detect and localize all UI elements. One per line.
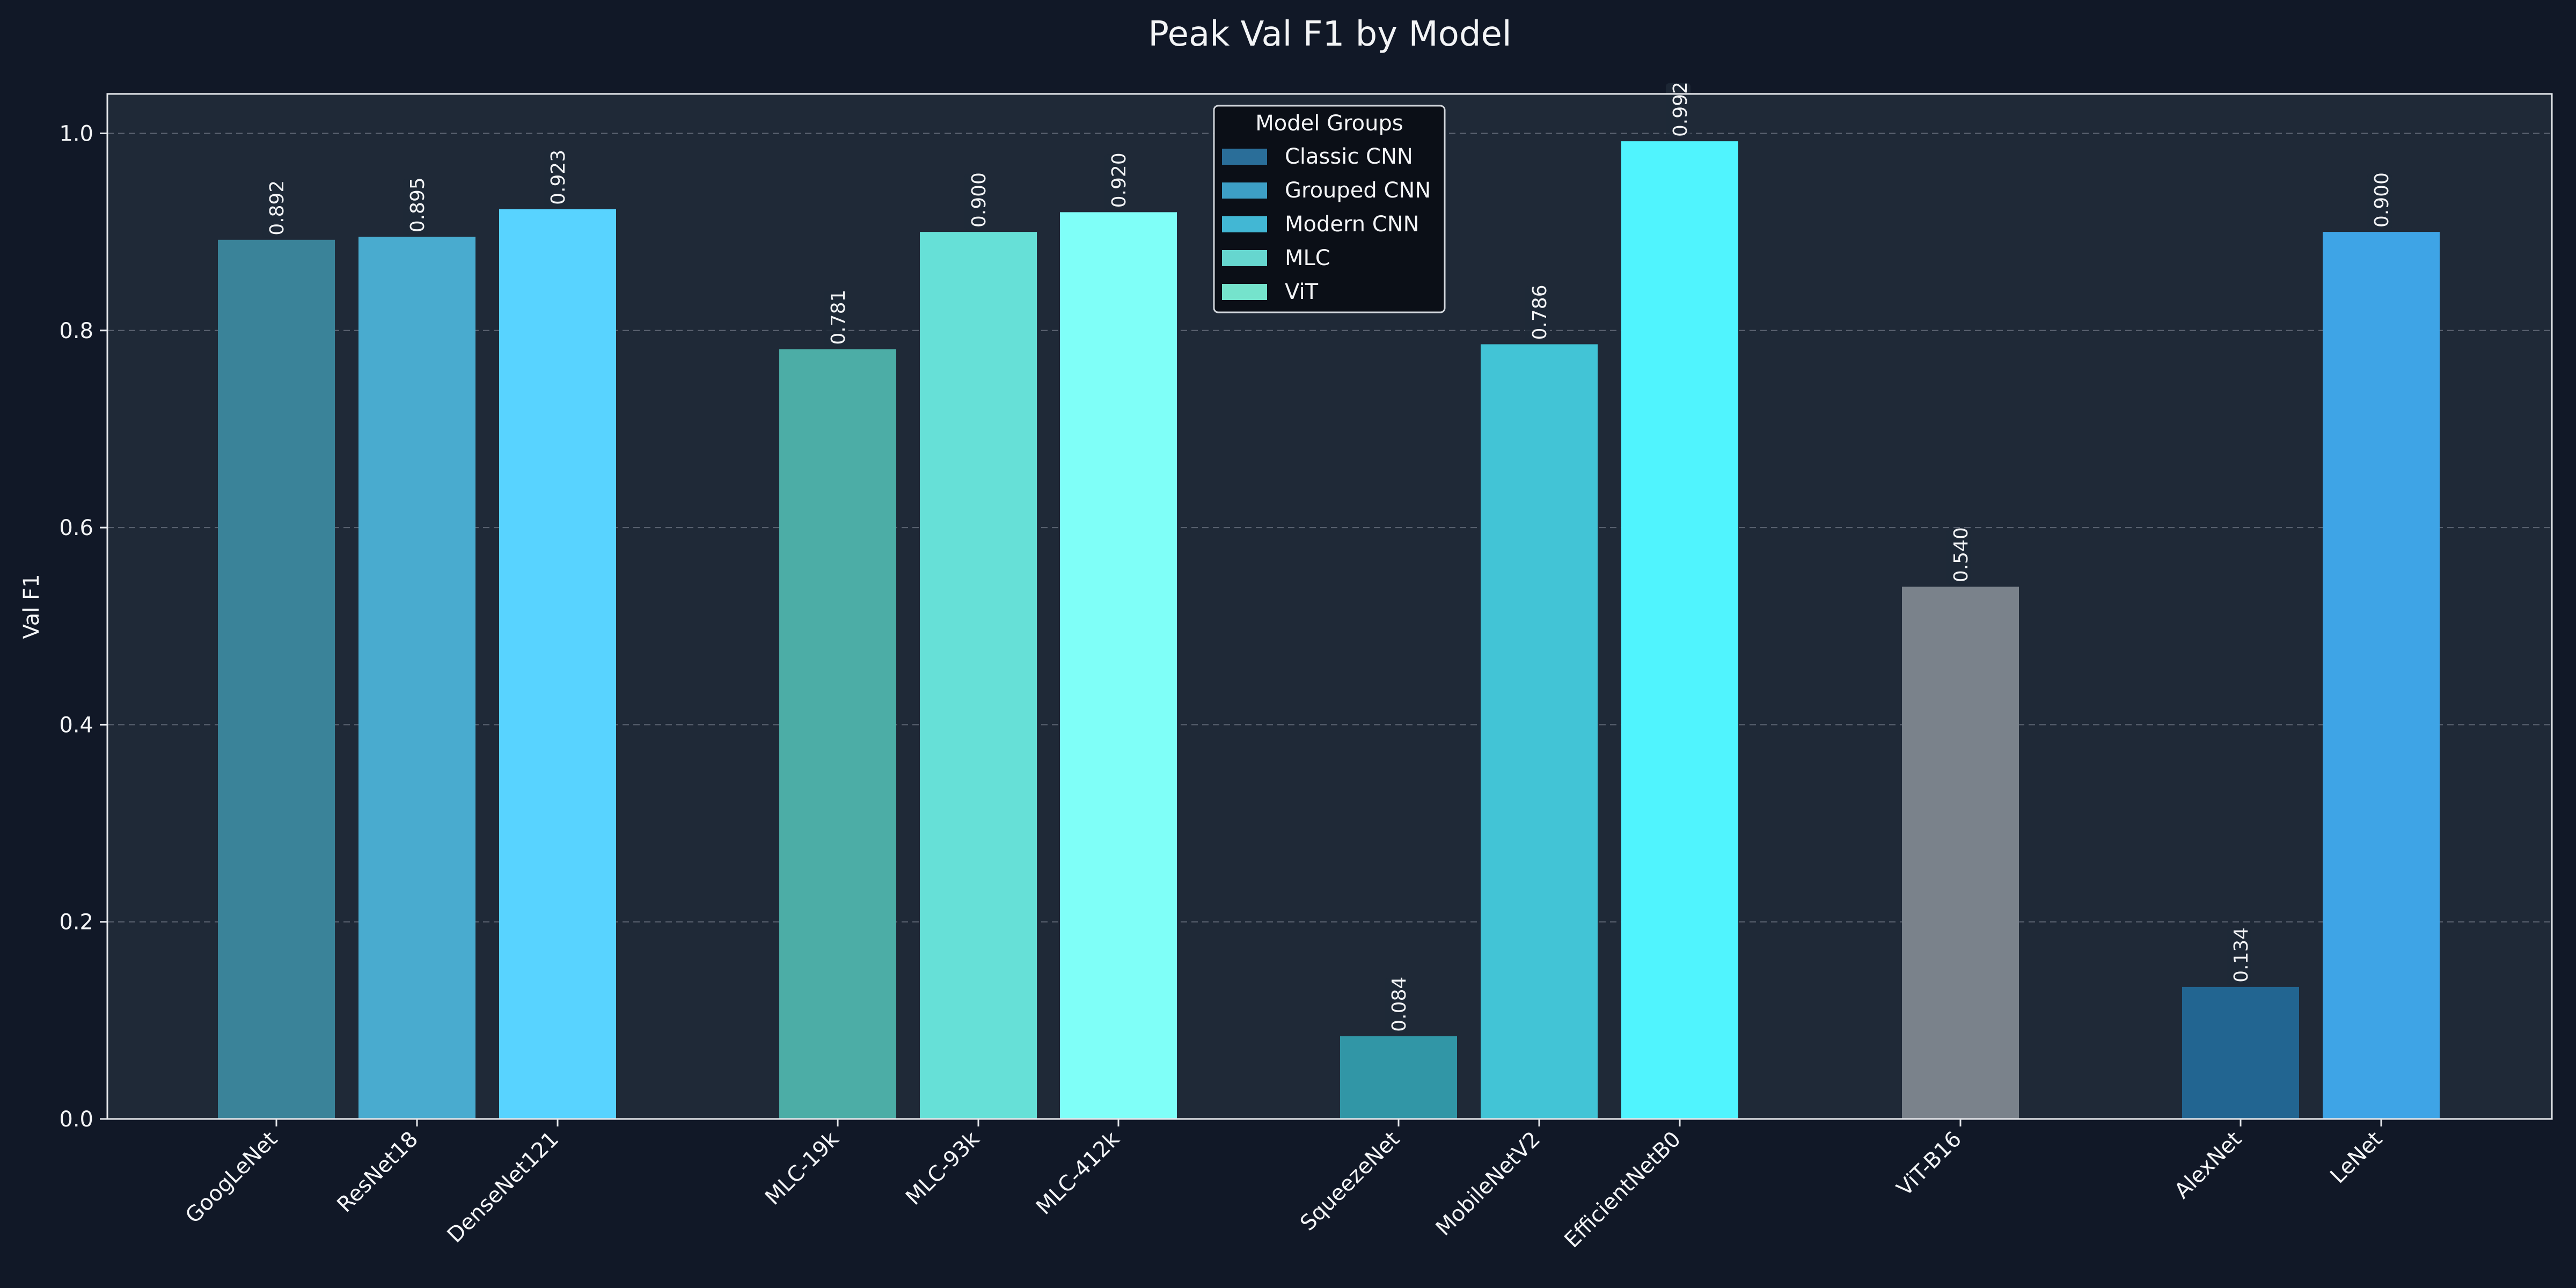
value-label-group: 0.900 bbox=[2367, 172, 2393, 230]
value-label-bg bbox=[1666, 83, 1690, 140]
legend-swatch bbox=[1222, 284, 1267, 300]
y-tick-label: 0.8 bbox=[59, 319, 93, 343]
bar-efficientnetb0 bbox=[1621, 141, 1738, 1119]
y-tick-label: 1.0 bbox=[59, 121, 93, 146]
value-labels: 0.892 0.895 0.923 0.781 0.900 0.920 0.084 0.786… bbox=[262, 82, 2393, 1034]
value-label-bg bbox=[2367, 174, 2392, 230]
bar-mobilenetv2 bbox=[1481, 344, 1598, 1119]
legend-label: MLC bbox=[1285, 246, 1330, 270]
value-label-bg bbox=[2227, 928, 2251, 985]
value-label: 0.786 bbox=[1529, 284, 1551, 340]
bars bbox=[218, 141, 2440, 1119]
y-tick-label: 0.6 bbox=[59, 516, 93, 540]
value-label-group: 0.923 bbox=[544, 150, 569, 207]
value-label-bg bbox=[544, 151, 568, 207]
legend-swatch bbox=[1222, 149, 1267, 165]
value-label: 0.923 bbox=[547, 150, 569, 205]
value-label-group: 0.920 bbox=[1104, 152, 1130, 210]
bar-lenet bbox=[2323, 232, 2440, 1119]
bar-resnet18 bbox=[358, 237, 475, 1119]
legend-swatch bbox=[1222, 250, 1267, 266]
value-label-bg bbox=[964, 174, 989, 230]
value-label-bg bbox=[1104, 154, 1129, 210]
value-label-group: 0.992 bbox=[1666, 82, 1692, 140]
bar-mlc-19k bbox=[779, 349, 896, 1119]
legend-label: Classic CNN bbox=[1285, 144, 1413, 169]
legend: Model Groups Classic CNN Grouped CNN Moder… bbox=[1213, 105, 1446, 313]
value-label: 0.920 bbox=[1108, 152, 1130, 208]
value-label: 0.900 bbox=[968, 172, 990, 228]
y-tick-label: 0.0 bbox=[59, 1107, 93, 1132]
y-axis-ticks: 0.0 0.2 0.4 0.6 0.8 1.0 bbox=[59, 121, 107, 1132]
legend-swatch bbox=[1222, 216, 1267, 232]
value-label: 0.540 bbox=[1950, 527, 1972, 582]
bar-mlc-93k bbox=[920, 232, 1037, 1119]
chart-title: Peak Val F1 by Model bbox=[1148, 14, 1511, 54]
legend-box bbox=[1213, 105, 1446, 313]
legend-label: Grouped CNN bbox=[1285, 178, 1431, 203]
value-label-group: 0.786 bbox=[1525, 284, 1551, 342]
value-label-bg bbox=[403, 179, 428, 235]
value-label-group: 0.895 bbox=[403, 177, 429, 235]
value-label: 0.895 bbox=[407, 177, 429, 232]
legend-entries: Classic CNN Grouped CNN Modern CNN MLC ViT bbox=[1222, 144, 1431, 304]
value-label-group: 0.134 bbox=[2227, 927, 2252, 985]
value-label-group: 0.540 bbox=[1946, 527, 1972, 585]
value-label-bg bbox=[1525, 286, 1550, 342]
value-label-bg bbox=[1946, 529, 1971, 585]
legend-swatch bbox=[1222, 182, 1267, 199]
bar-squeezenet bbox=[1340, 1036, 1457, 1119]
legend-label: ViT bbox=[1285, 280, 1319, 304]
value-label-group: 0.781 bbox=[824, 290, 850, 347]
value-label-group: 0.084 bbox=[1385, 977, 1410, 1034]
value-label: 0.992 bbox=[1670, 82, 1692, 137]
value-label-bg bbox=[1385, 978, 1409, 1034]
y-tick-label: 0.4 bbox=[59, 713, 93, 737]
bar-densenet121 bbox=[499, 209, 616, 1119]
value-label-group: 0.892 bbox=[262, 180, 288, 238]
value-label: 0.900 bbox=[2371, 172, 2393, 228]
bar-googlenet bbox=[218, 239, 335, 1119]
bar-alexnet bbox=[2182, 986, 2299, 1119]
y-axis-label: Val F1 bbox=[19, 574, 44, 639]
legend-title: Model Groups bbox=[1255, 111, 1403, 136]
value-label: 0.134 bbox=[2230, 927, 2252, 983]
value-label: 0.781 bbox=[828, 290, 850, 345]
value-label: 0.084 bbox=[1388, 977, 1410, 1032]
bar-mlc-412k bbox=[1060, 212, 1177, 1119]
plot-frame bbox=[106, 93, 2553, 1120]
value-label-group: 0.900 bbox=[964, 172, 990, 230]
bar-vit-b16 bbox=[1902, 587, 2019, 1119]
y-tick-label: 0.2 bbox=[59, 910, 93, 935]
value-label: 0.892 bbox=[266, 180, 288, 236]
value-label-bg bbox=[262, 181, 287, 238]
legend-label: Modern CNN bbox=[1285, 212, 1419, 237]
value-label-bg bbox=[824, 291, 848, 347]
